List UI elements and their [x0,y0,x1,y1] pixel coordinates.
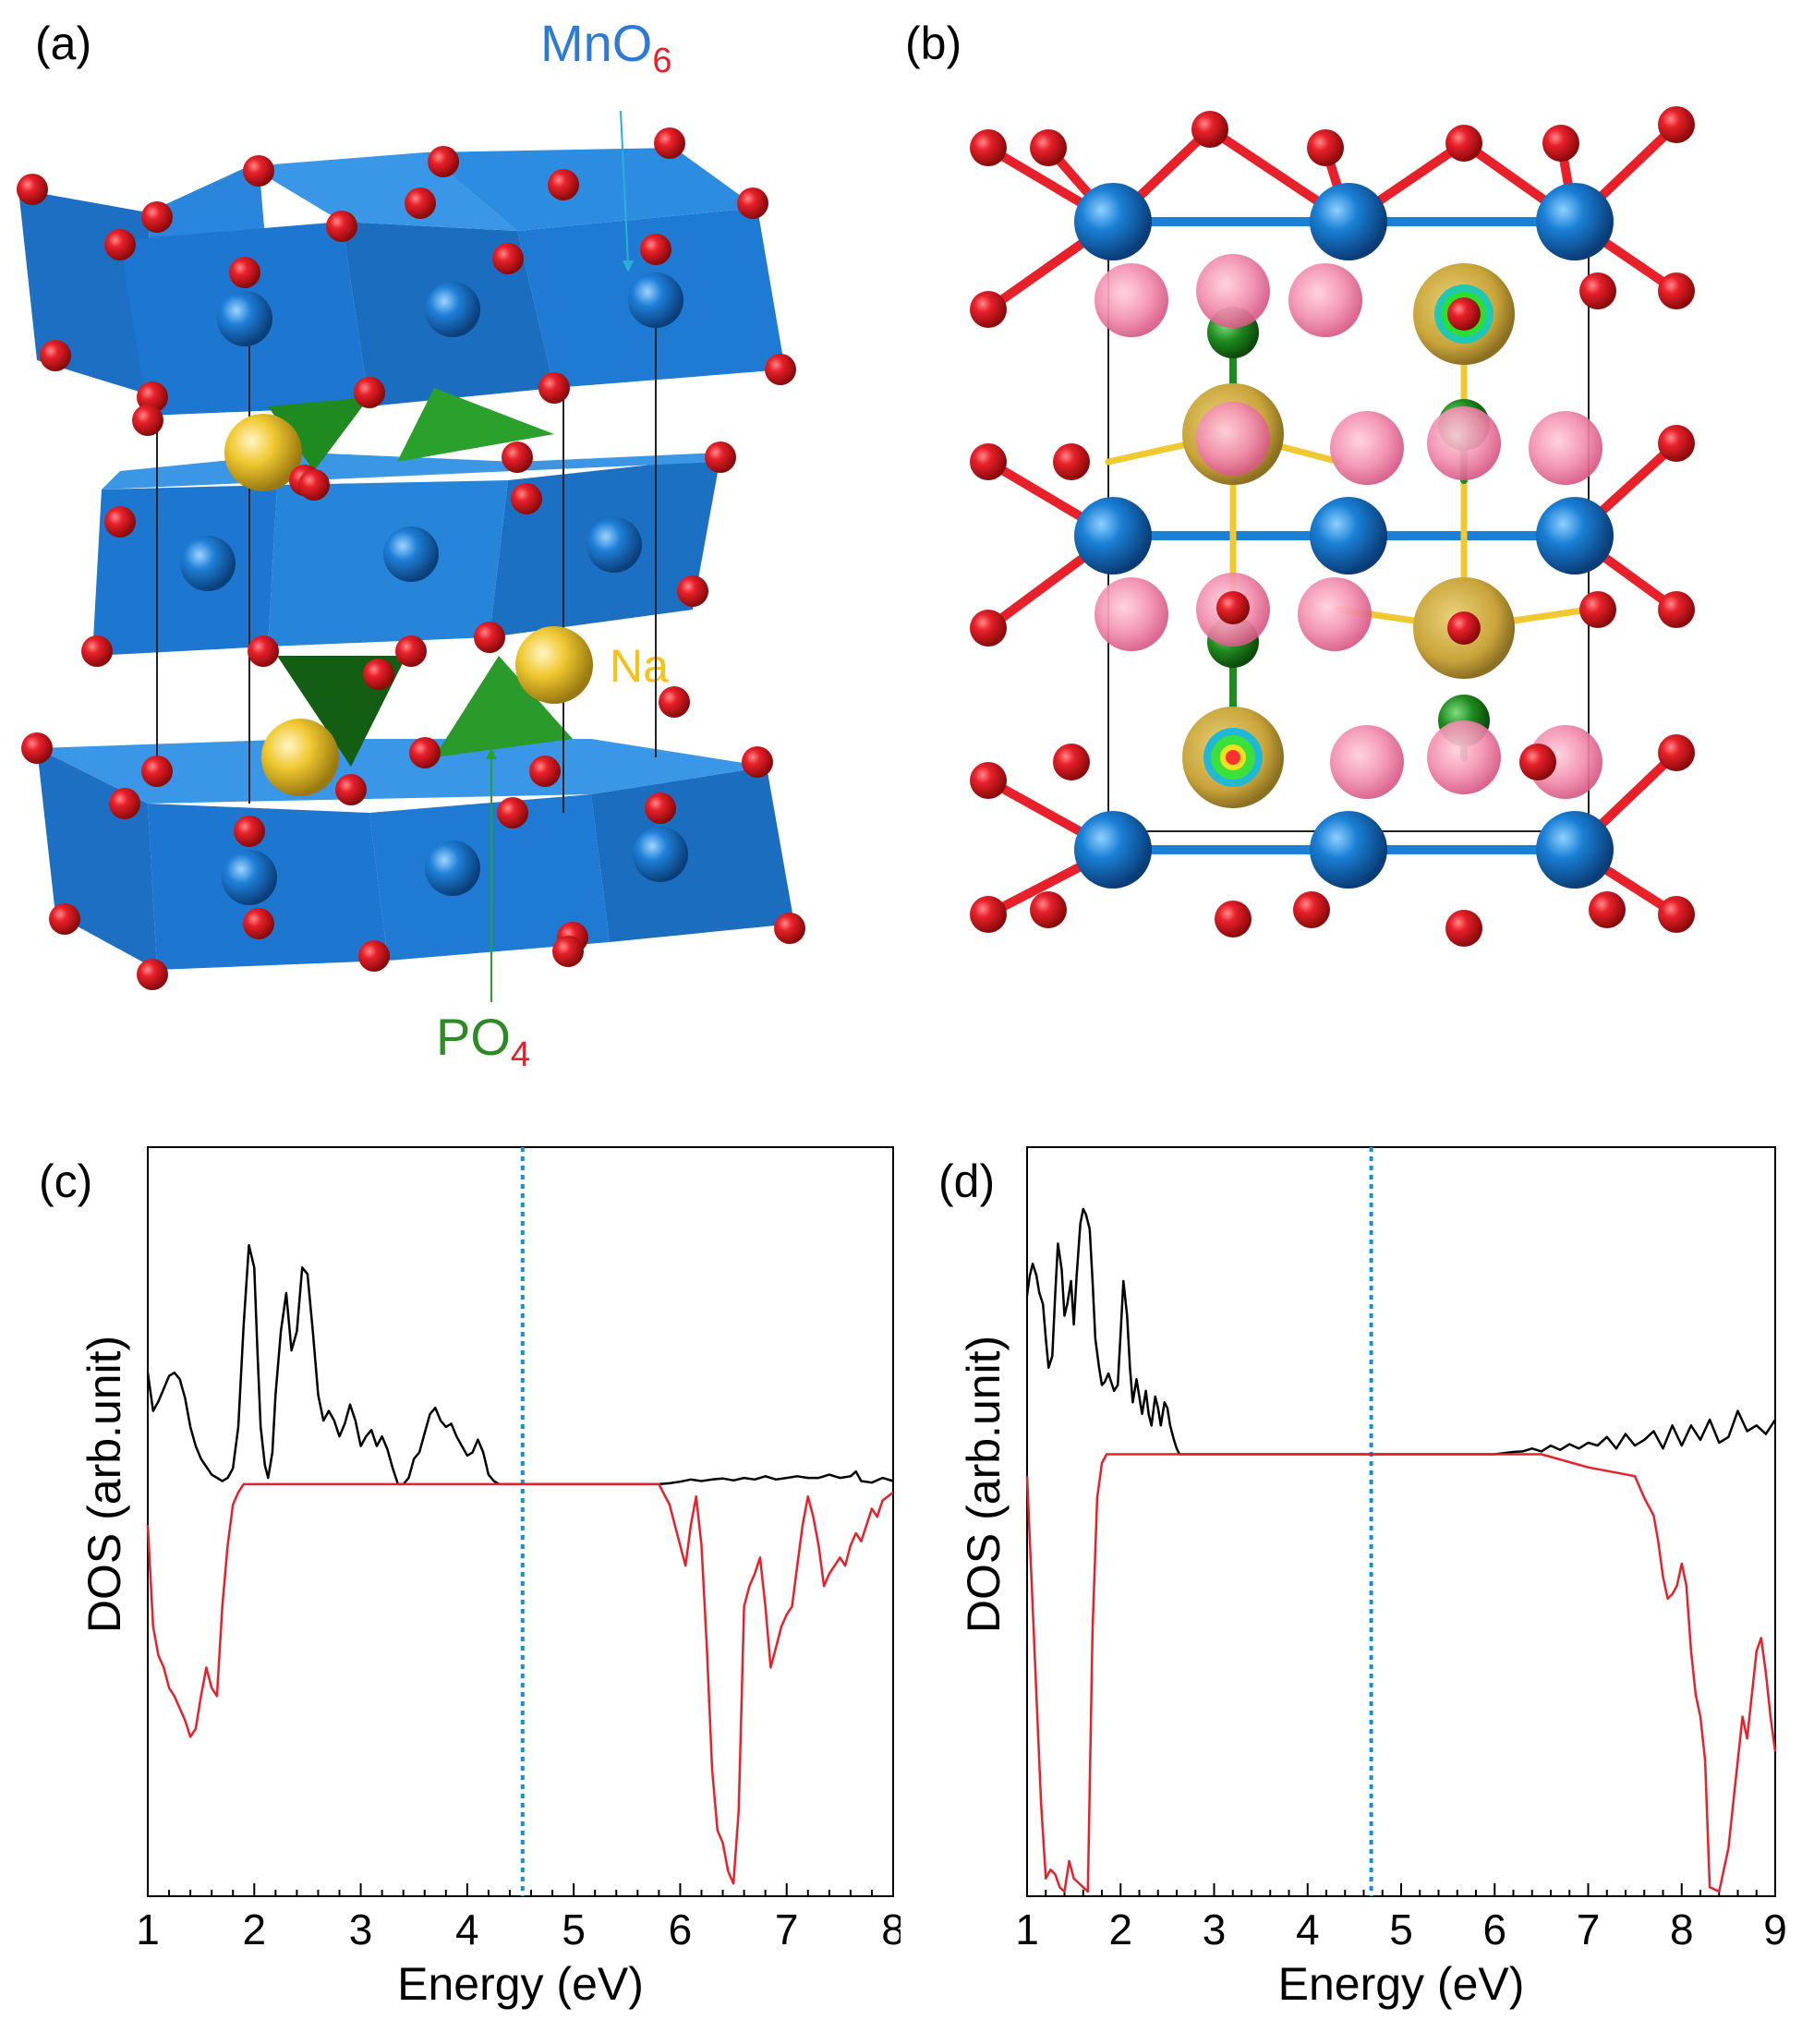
x-tick-label: 3 [349,1905,373,1953]
mn-atoms [180,272,688,905]
octahedron [425,148,757,231]
po4-label: PO4 [436,1007,530,1075]
po4-tetrahedron [434,656,573,757]
mno6-text: MnO [540,14,653,72]
x-tick-label: 7 [775,1905,799,1953]
panel-label-d: (d) [938,1155,996,1207]
plot-frame [1026,1146,1776,1897]
x-tick-label: 3 [1203,1905,1227,1953]
mn-atoms-b [1074,183,1614,889]
x-tick-label: 2 [242,1905,266,1953]
x-tick-label: 7 [1577,1905,1601,1953]
x-tick-label: 6 [669,1905,693,1953]
na-label: Na [610,640,669,692]
po4-text: PO [436,1008,511,1066]
x-tick-label: 9 [1763,1905,1787,1953]
x-tick-label: 5 [1389,1905,1413,1953]
series-line-up [1025,1207,1777,1456]
panel-label-c: (c) [39,1155,93,1207]
po4-tetrahedron [397,388,554,462]
octahedron [249,152,517,231]
y-axis-title: DOS (arb.unit) [958,1336,1010,1633]
x-tick-label: 6 [1482,1905,1506,1953]
o-atoms-b [970,106,1695,947]
mno6-pointer [620,110,629,264]
x-tick-label: 8 [1670,1905,1694,1953]
y-axis-title: DOS (arb.unit) [79,1336,130,1633]
x-axis-title: Energy (eV) [1278,1958,1525,2010]
octahedron [37,739,767,804]
po4-subscript: 4 [510,1035,531,1075]
dos-chart-d: 1 2 3 4 5 6 7 8 9 Energy (eV) DOS (arb.unit) [958,1146,1787,2010]
panel-label-a: (a) [35,18,92,69]
mno6-subscript: 6 [652,42,672,81]
x-tick-label: 5 [562,1905,586,1953]
mno6-label: MnO6 [540,13,672,81]
na-atoms [224,414,593,796]
po4-tetrahedron [268,397,369,471]
plot-frame [147,1146,894,1897]
crystal-structure-b [970,106,1695,947]
x-tick-label: 1 [136,1905,160,1953]
x-axis-title: Energy (eV) [397,1958,644,2010]
series-line-down [1025,1453,1777,1893]
series-line-down [146,1482,894,1885]
x-tick-label: 4 [455,1905,479,1953]
octahedron [369,794,610,961]
x-tick-label: 4 [1296,1905,1320,1953]
panel-label-b: (b) [905,18,962,69]
isosurface-o-b [1095,254,1602,799]
series-line-up [146,1243,894,1486]
x-tick-label: 2 [1108,1905,1132,1953]
x-tick-label: 8 [881,1905,901,1953]
crystal-structure-a [17,110,805,1002]
x-tick-label: 1 [1015,1905,1039,1953]
o-atoms [17,127,805,990]
octahedron [591,767,794,942]
dos-chart-c: 1 2 3 4 5 6 7 8 Energy (eV) DOS (arb.unit) [79,1146,901,2010]
